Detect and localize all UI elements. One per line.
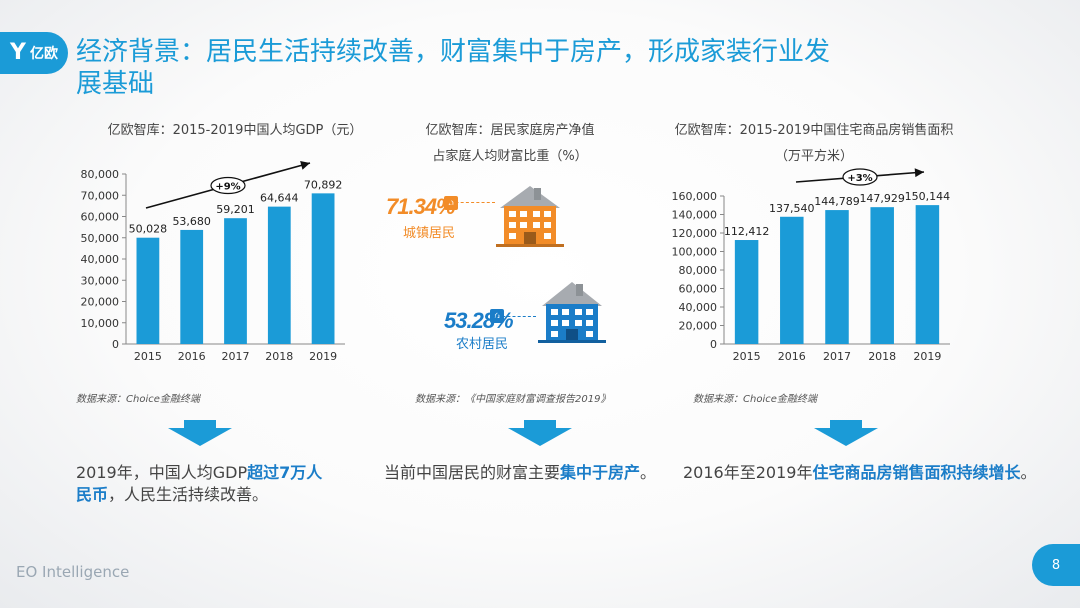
summary-text: 当前中国居民的财富主要 bbox=[384, 463, 561, 482]
bar bbox=[311, 193, 335, 344]
summary-text: 2019年，中国人均GDP bbox=[76, 463, 248, 482]
wealth-title-line2: 占家庭人均财富比重（%） bbox=[432, 149, 588, 164]
urban-leader-line bbox=[445, 202, 495, 203]
bar bbox=[267, 206, 291, 344]
summary-text: 2016年至2019年 bbox=[683, 463, 813, 482]
summary-highlight: 集中于房产 bbox=[560, 463, 641, 482]
x-tick-label: 2018 bbox=[265, 350, 293, 363]
bar bbox=[915, 205, 940, 344]
wealth-summary: 当前中国居民的财富主要集中于房产。 bbox=[384, 462, 674, 484]
x-tick-label: 2017 bbox=[823, 350, 851, 363]
urban-house-badge-icon: ⌂ bbox=[444, 196, 458, 210]
y-tick-label: 80,000 bbox=[679, 264, 718, 277]
data-label: 59,201 bbox=[216, 203, 255, 216]
x-tick-label: 2017 bbox=[222, 350, 250, 363]
bar bbox=[224, 218, 247, 344]
gdp-source: 数据来源：Choice金融终端 bbox=[76, 394, 200, 405]
rural-label: 农村居民 bbox=[456, 337, 509, 352]
x-tick-label: 2016 bbox=[778, 350, 806, 363]
footer-brand: EO Intelligence bbox=[16, 563, 130, 581]
data-label: 112,412 bbox=[724, 225, 770, 238]
rural-leader-line bbox=[492, 316, 536, 317]
y-tick-label: 70,000 bbox=[81, 189, 120, 202]
bar bbox=[180, 229, 204, 344]
bar bbox=[780, 216, 804, 344]
data-label: 50,028 bbox=[129, 223, 168, 236]
data-label: 64,644 bbox=[260, 192, 299, 205]
bar bbox=[870, 207, 894, 344]
data-label: 144,789 bbox=[814, 195, 860, 208]
x-tick-label: 2019 bbox=[913, 350, 941, 363]
x-tick-label: 2019 bbox=[309, 350, 337, 363]
y-tick-label: 30,000 bbox=[81, 274, 120, 287]
y-tick-label: 40,000 bbox=[81, 253, 120, 266]
data-label: 147,929 bbox=[859, 192, 905, 205]
down-arrow-icon bbox=[168, 420, 232, 446]
down-arrow-icon bbox=[508, 420, 572, 446]
housing-title-line2: （万平方米） bbox=[774, 149, 853, 164]
growth-badge bbox=[842, 168, 878, 186]
data-label: 70,892 bbox=[304, 178, 343, 191]
bar bbox=[825, 210, 849, 344]
gdp-chart-title: 亿欧智库：2015-2019中国人均GDP（元） bbox=[107, 123, 363, 138]
page-title: 经济背景：居民生活持续改善，财富集中于房产，形成家装行业发展基础 bbox=[76, 37, 831, 99]
logo-text: 亿欧 bbox=[29, 46, 58, 62]
summary-text: ，人民生活持续改善。 bbox=[108, 485, 269, 504]
x-tick-label: 2015 bbox=[134, 350, 162, 363]
y-tick-label: 50,000 bbox=[81, 232, 120, 245]
y-tick-label: 60,000 bbox=[679, 283, 718, 296]
rural-house-badge-icon: ⌂ bbox=[490, 309, 504, 323]
brand-logo: Y 亿欧 bbox=[0, 32, 68, 74]
bar bbox=[734, 240, 759, 344]
rural-house-icon bbox=[538, 282, 606, 343]
summary-highlight: 住宅商品房销售面积持续增长 bbox=[812, 463, 1021, 482]
y-tick-label: 20,000 bbox=[81, 296, 120, 309]
page-number: 8 bbox=[1032, 544, 1080, 586]
growth-badge-label: +3% bbox=[847, 173, 872, 184]
x-tick-label: 2015 bbox=[733, 350, 761, 363]
wealth-source: 数据来源：《中国家庭财富调查报告2019》 bbox=[415, 394, 611, 405]
trend-arrow-head bbox=[914, 168, 924, 178]
x-tick-label: 2016 bbox=[178, 350, 206, 363]
logo-y-icon: Y bbox=[10, 40, 26, 65]
bar bbox=[136, 237, 160, 344]
urban-label: 城镇居民 bbox=[403, 226, 456, 241]
down-arrow-icon bbox=[814, 420, 878, 446]
y-tick-label: 140,000 bbox=[672, 209, 718, 222]
y-tick-label: 100,000 bbox=[672, 246, 718, 259]
summary-highlight: 超过7万人民币 bbox=[76, 463, 323, 504]
data-label: 53,680 bbox=[172, 215, 211, 228]
urban-percent: 71.34% bbox=[386, 194, 456, 219]
y-tick-label: 60,000 bbox=[81, 211, 120, 224]
gdp-bar-chart: 0 10,000 20,000 30,000 40,000 50,000 60,000 70,… bbox=[81, 161, 345, 363]
housing-title-line1: 亿欧智库：2015-2019中国住宅商品房销售面积 bbox=[674, 123, 954, 138]
housing-source: 数据来源：Choice金融终端 bbox=[693, 394, 817, 405]
rural-percent: 53.28% bbox=[444, 308, 514, 333]
trend-arrow-head bbox=[300, 161, 310, 170]
y-tick-label: 0 bbox=[710, 338, 717, 351]
y-tick-label: 0 bbox=[112, 338, 119, 351]
data-label: 137,540 bbox=[769, 202, 815, 215]
summary-text: 。 bbox=[1020, 463, 1037, 482]
y-tick-label: 120,000 bbox=[672, 227, 718, 240]
y-tick-label: 20,000 bbox=[679, 320, 718, 333]
growth-badge bbox=[210, 176, 246, 195]
housing-bar-chart: 0 20,000 40,000 60,000 80,000 100,000 120,000 1… bbox=[672, 168, 951, 363]
y-tick-label: 80,000 bbox=[81, 168, 120, 181]
urban-house-icon bbox=[496, 186, 564, 247]
housing-summary: 2016年至2019年住宅商品房销售面积持续增长。 bbox=[683, 462, 1043, 484]
wealth-title-line1: 亿欧智库：居民家庭房产净值 bbox=[425, 123, 595, 138]
y-tick-label: 40,000 bbox=[679, 301, 718, 314]
y-tick-label: 10,000 bbox=[81, 317, 120, 330]
gdp-summary: 2019年，中国人均GDP超过7万人民币，人民生活持续改善。 bbox=[76, 462, 326, 506]
summary-text: 。 bbox=[640, 463, 657, 482]
growth-badge-label: +9% bbox=[215, 182, 240, 193]
y-tick-label: 160,000 bbox=[672, 190, 718, 203]
data-label: 150,144 bbox=[905, 190, 951, 203]
x-tick-label: 2018 bbox=[868, 350, 896, 363]
